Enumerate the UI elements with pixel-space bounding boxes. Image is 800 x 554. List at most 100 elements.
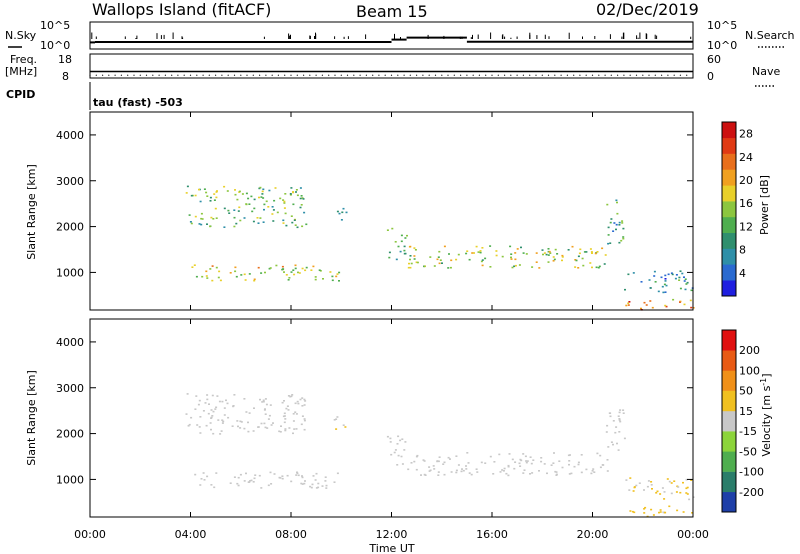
cell-region-0 — [282, 199, 285, 201]
cell-region-2 — [260, 487, 263, 489]
colorbar-tick: -15 — [739, 425, 757, 438]
cell-region-4 — [455, 258, 458, 261]
cell-region-6 — [656, 490, 659, 493]
cell-region-5 — [607, 226, 610, 229]
cell-region-6 — [646, 485, 649, 488]
cell-region-7 — [692, 307, 695, 309]
cell-region-4 — [408, 262, 410, 265]
cell-region-2 — [209, 268, 212, 270]
cell-region-6 — [683, 280, 686, 282]
cell-region-2 — [338, 280, 340, 282]
cell-region-3 — [400, 234, 403, 237]
cell-region-0 — [290, 395, 293, 398]
cell-region-2 — [324, 480, 327, 482]
cell-region-2 — [331, 275, 334, 278]
cell-region-5 — [607, 446, 610, 448]
cell-region-7 — [627, 304, 630, 306]
cell-region-4 — [579, 248, 582, 251]
cell-region-4 — [540, 460, 543, 463]
cell-region-4 — [518, 264, 521, 266]
colorbar-swatch — [722, 350, 736, 371]
cell-region-4 — [529, 473, 531, 475]
cell-region-0 — [199, 432, 202, 434]
cell-region-5 — [618, 419, 621, 421]
cell-region-4 — [449, 458, 451, 460]
nave-point — [598, 74, 600, 76]
x-tick-label: 16:00 — [476, 528, 508, 541]
nave-point — [334, 74, 336, 76]
cell-region-4 — [509, 245, 512, 248]
cell-region-0 — [252, 430, 255, 432]
cell-region-4 — [514, 258, 517, 261]
cell-region-7 — [682, 511, 685, 513]
cell-region-0 — [221, 422, 224, 424]
cell-region-6 — [633, 486, 636, 488]
cell-region-4 — [599, 454, 602, 457]
cell-region-7 — [643, 508, 646, 510]
cell-region-2 — [219, 279, 222, 282]
velocity-colorbar: 200 100 50 15 -15 -50 -100 -200 — [721, 329, 764, 513]
cell-region-0 — [245, 411, 248, 413]
colorbar-swatch — [722, 248, 736, 265]
colorbar-swatch — [722, 201, 736, 218]
cell-region-4 — [570, 472, 573, 475]
cell-region-5 — [622, 227, 625, 230]
cell-region-4 — [510, 256, 512, 259]
cell-region-7 — [659, 509, 662, 511]
cell-region-4 — [547, 250, 550, 253]
cell-region-2 — [237, 484, 240, 487]
cell-region-2 — [315, 472, 318, 475]
cell-region-6 — [629, 477, 632, 479]
cell-region-3 — [401, 463, 404, 465]
cell-region-4 — [493, 461, 496, 463]
colorbar-swatch — [722, 330, 736, 351]
cell-region-4 — [413, 258, 416, 260]
cell-region-4 — [501, 469, 504, 471]
nave-point — [145, 74, 148, 76]
noise-trace — [89, 32, 693, 44]
cell-region-0 — [260, 196, 263, 198]
cell-region-2 — [244, 279, 247, 281]
cell-region-0 — [227, 209, 230, 212]
cell-region-0 — [282, 219, 285, 222]
cell-region-4 — [416, 261, 419, 264]
x-tick-label: 08:00 — [275, 528, 307, 541]
cell-region-0 — [294, 402, 297, 405]
cell-region-2 — [317, 482, 320, 485]
cell-region-7 — [645, 304, 648, 306]
cell-region-6 — [679, 270, 682, 272]
nave-point — [547, 74, 550, 76]
cell-region-2 — [281, 477, 284, 480]
cell-region-0 — [281, 401, 284, 404]
power-y-ticks: 1000 2000 3000 4000 — [56, 129, 693, 279]
cell-region-5 — [621, 220, 624, 222]
x-tick-label: 20:00 — [577, 528, 609, 541]
cell-region-4 — [568, 460, 571, 462]
cell-region-5 — [617, 449, 620, 451]
nave-point — [466, 74, 468, 76]
cell-region-2 — [336, 472, 339, 475]
cell-region-2 — [229, 482, 232, 484]
cell-region-0 — [239, 427, 242, 429]
cell-region-0 — [198, 426, 201, 428]
cell-region-3 — [397, 454, 400, 457]
cell-region-0 — [186, 185, 189, 188]
nave-point — [89, 74, 91, 76]
y-tick-label: 4000 — [56, 336, 84, 349]
cell-region-4 — [499, 471, 502, 473]
nave-point — [642, 74, 644, 76]
cell-region-4 — [489, 266, 492, 268]
cell-region-0 — [267, 206, 270, 208]
cell-region-0 — [300, 423, 303, 426]
cell-region-2 — [331, 279, 334, 282]
nave-point — [510, 74, 512, 76]
colorbar-tick: -50 — [739, 445, 757, 458]
cell-region-4 — [409, 266, 412, 269]
cell-region-6 — [650, 481, 653, 483]
cell-region-6 — [653, 275, 656, 277]
cell-region-0 — [271, 213, 274, 215]
cell-region-6 — [668, 480, 671, 483]
cell-region-4 — [514, 252, 517, 254]
velocity-colorbar-label: Velocity [m s-1] — [759, 373, 774, 456]
cell-region-7 — [631, 510, 634, 513]
